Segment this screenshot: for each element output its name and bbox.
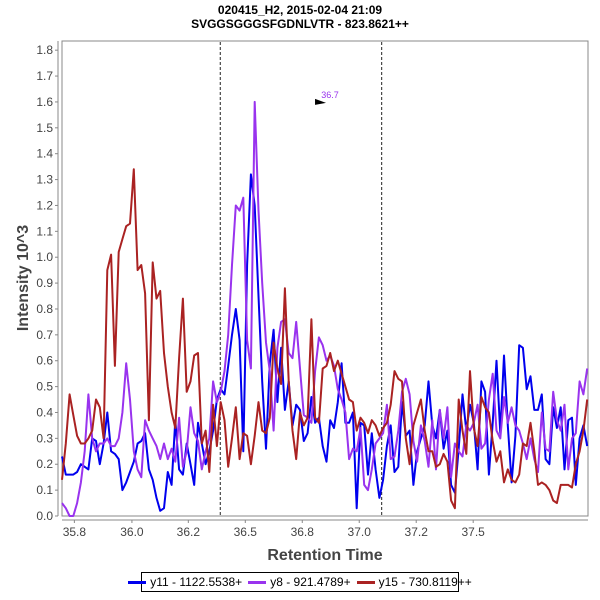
peak-marker-icon [315,98,327,105]
legend-label: y15 - 730.8119++ [378,575,472,589]
legend-item-y11[interactable]: y11 - 1122.5538+ [128,575,242,589]
y-tick-label: 1.5 [36,121,53,135]
series-group [61,100,589,517]
x-tick-label: 37.0 [348,525,372,539]
y-tick-label: 1.7 [36,69,53,83]
legend-item-y8[interactable]: y8 - 921.4789+ [248,575,351,589]
y-tick-label: 0.0 [36,509,53,523]
y-tick-label: 0.6 [36,354,53,368]
y-tick-label: 1.1 [36,224,53,238]
x-tick-label: 36.0 [120,525,144,539]
series-line-y15 [61,168,589,510]
y-tick-label: 1.6 [36,95,53,109]
x-axis: 35.8 36.0 36.2 36.5 36.8 37.0 37.2 37.5 [62,519,588,539]
x-tick-label: 36.5 [234,525,258,539]
x-tick-label: 36.2 [177,525,201,539]
series-line-y11 [61,173,589,512]
legend-label: y8 - 921.4789+ [270,575,351,589]
y-tick-label: 1.3 [36,173,53,187]
y-tick-label: 0.5 [36,380,53,394]
legend-item-y15[interactable]: y15 - 730.8119++ [356,575,472,589]
y-tick-label: 0.9 [36,276,53,290]
y-tick-label: 1.4 [36,147,53,161]
y-tick-label: 1.2 [36,198,53,212]
legend-swatch-icon [356,580,375,584]
legend-swatch-icon [128,580,147,584]
y-axis-title: Intensity 10^3 [15,225,32,331]
x-tick-label: 35.8 [63,525,87,539]
y-tick-label: 0.1 [36,483,53,497]
legend-swatch-icon [248,580,267,584]
x-axis-title: Retention Time [267,547,382,564]
x-tick-label: 36.8 [291,525,315,539]
y-tick-label: 1.0 [36,250,53,264]
chart-title-line2: SVGGSGGGSFGDNLVTR - 823.8621++ [191,17,409,31]
y-tick-label: 0.7 [36,328,53,342]
x-tick-label: 37.5 [462,525,486,539]
y-axis: 0.0 0.1 0.2 0.3 0.4 0.5 0.6 0.7 0.8 0.9 1.0 1.1 1.2 1… [36,41,59,523]
legend: y11 - 1122.5538+ y8 - 921.4789+ y15 - 73… [128,572,472,592]
y-tick-label: 0.3 [36,431,53,445]
y-tick-label: 0.2 [36,457,53,471]
y-tick-label: 0.8 [36,302,53,316]
y-tick-label: 0.4 [36,405,53,419]
series-line-y8 [61,100,589,517]
legend-label: y11 - 1122.5538+ [150,575,243,589]
integration-boundaries [219,42,383,515]
peak-annotation: 36.7 [315,90,339,105]
peak-label: 36.7 [321,90,339,100]
x-tick-label: 37.2 [405,525,429,539]
y-tick-label: 1.8 [36,43,53,57]
chart-title-line1: 020415_H2, 2015-02-04 21:09 [217,3,383,17]
